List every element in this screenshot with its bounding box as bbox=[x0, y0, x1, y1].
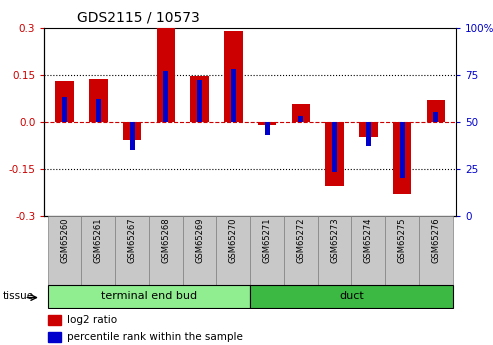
Bar bbox=[48, 285, 250, 307]
Bar bbox=[216, 216, 250, 285]
Bar bbox=[426, 100, 445, 121]
Bar bbox=[163, 71, 169, 121]
Text: GSM65274: GSM65274 bbox=[364, 218, 373, 263]
Bar bbox=[231, 69, 236, 121]
Bar bbox=[250, 216, 284, 285]
Bar bbox=[224, 31, 243, 121]
Bar bbox=[291, 105, 310, 121]
Bar bbox=[332, 121, 337, 172]
Text: GSM65268: GSM65268 bbox=[161, 218, 171, 263]
Text: GSM65261: GSM65261 bbox=[94, 218, 103, 263]
Bar bbox=[81, 216, 115, 285]
Bar bbox=[317, 216, 352, 285]
Bar bbox=[183, 216, 216, 285]
Text: GSM65260: GSM65260 bbox=[60, 218, 69, 263]
Text: log2 ratio: log2 ratio bbox=[67, 315, 117, 325]
Text: GDS2115 / 10573: GDS2115 / 10573 bbox=[77, 10, 200, 24]
Bar bbox=[96, 99, 101, 121]
Bar bbox=[359, 121, 378, 137]
Bar bbox=[48, 332, 61, 342]
Bar bbox=[258, 121, 277, 125]
Text: GSM65269: GSM65269 bbox=[195, 218, 204, 263]
Text: GSM65270: GSM65270 bbox=[229, 218, 238, 263]
Bar bbox=[149, 216, 183, 285]
Text: tissue: tissue bbox=[2, 291, 34, 301]
Text: GSM65275: GSM65275 bbox=[397, 218, 407, 263]
Bar bbox=[115, 216, 149, 285]
Bar bbox=[62, 97, 67, 121]
Text: GSM65267: GSM65267 bbox=[128, 218, 137, 263]
Bar bbox=[48, 315, 61, 325]
Text: duct: duct bbox=[339, 291, 364, 301]
Bar bbox=[385, 216, 419, 285]
Bar bbox=[48, 216, 81, 285]
Bar bbox=[433, 112, 438, 121]
Bar bbox=[325, 121, 344, 186]
Bar bbox=[352, 216, 385, 285]
Bar bbox=[55, 81, 74, 121]
Bar bbox=[393, 121, 411, 194]
Text: percentile rank within the sample: percentile rank within the sample bbox=[67, 332, 243, 342]
Bar bbox=[130, 121, 135, 150]
Bar bbox=[399, 121, 405, 178]
Bar bbox=[250, 285, 453, 307]
Text: GSM65273: GSM65273 bbox=[330, 218, 339, 263]
Bar bbox=[197, 80, 202, 121]
Bar bbox=[419, 216, 453, 285]
Bar bbox=[265, 121, 270, 135]
Bar bbox=[366, 121, 371, 146]
Text: GSM65272: GSM65272 bbox=[296, 218, 305, 263]
Text: GSM65276: GSM65276 bbox=[431, 218, 440, 263]
Bar bbox=[190, 76, 209, 121]
Bar bbox=[298, 116, 303, 121]
Bar bbox=[123, 121, 141, 140]
Text: GSM65271: GSM65271 bbox=[263, 218, 272, 263]
Bar bbox=[284, 216, 317, 285]
Bar bbox=[157, 28, 175, 121]
Text: terminal end bud: terminal end bud bbox=[101, 291, 197, 301]
Bar bbox=[89, 79, 107, 121]
